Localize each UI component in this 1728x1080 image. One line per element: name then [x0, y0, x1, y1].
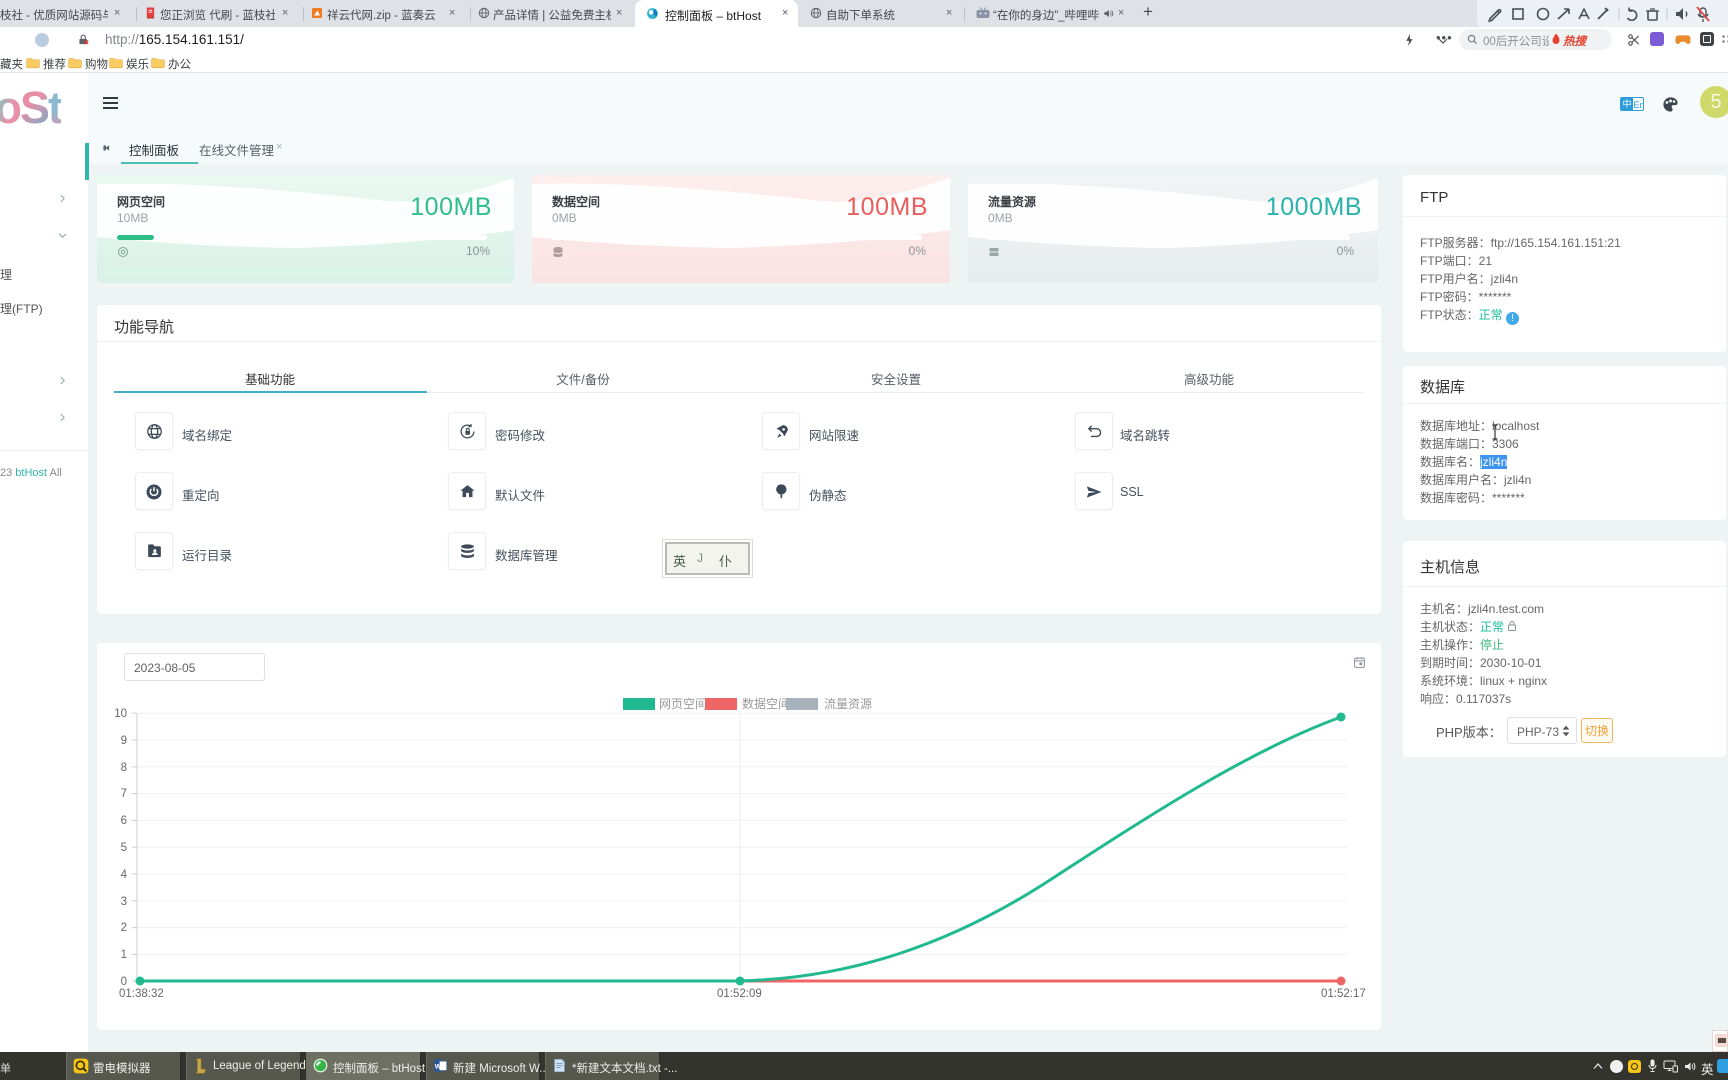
svg-text:01:52:17: 01:52:17: [1321, 988, 1366, 1000]
svg-text:01:38:32: 01:38:32: [119, 988, 164, 1000]
svg-text:0: 0: [121, 976, 127, 988]
svg-text:2: 2: [121, 922, 127, 934]
svg-text:01:52:09: 01:52:09: [717, 988, 762, 1000]
svg-text:6: 6: [121, 815, 127, 827]
svg-text:网页空间: 网页空间: [659, 697, 707, 711]
svg-text:10: 10: [114, 708, 127, 720]
svg-text:流量资源: 流量资源: [824, 697, 872, 711]
svg-text:数据空间: 数据空间: [742, 696, 790, 711]
svg-text:5: 5: [121, 842, 127, 854]
svg-text:8: 8: [121, 762, 127, 774]
svg-text:1: 1: [121, 949, 127, 961]
svg-text:w: w: [434, 1062, 442, 1071]
svg-text:7: 7: [121, 788, 127, 800]
svg-text:3: 3: [121, 896, 127, 908]
svg-text:9: 9: [121, 735, 127, 747]
svg-text:4: 4: [121, 869, 128, 881]
